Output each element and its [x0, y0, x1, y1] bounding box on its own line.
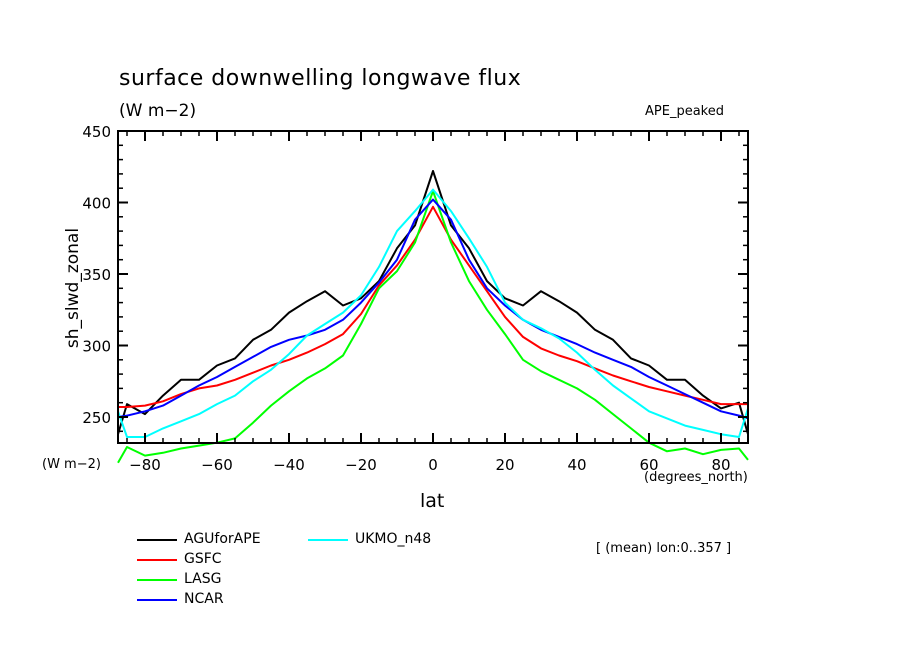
series-line-ncar — [117, 198, 749, 420]
series-line-aguforape — [117, 170, 749, 435]
chart-title: surface downwelling longwave flux — [119, 66, 522, 91]
x-tick-label: 0 — [428, 456, 438, 474]
x-tick-label: 80 — [711, 456, 730, 474]
y-tick-label: 450 — [82, 123, 111, 141]
y-tick-label: 400 — [82, 195, 111, 213]
x-tick-label: −80 — [129, 456, 161, 474]
series-line-ukmo-n48 — [117, 188, 749, 438]
series-line-lasg — [117, 190, 749, 464]
y-tick-label: 350 — [82, 266, 111, 284]
series-line-gsfc — [118, 205, 748, 408]
x-tick-label: −20 — [345, 456, 377, 474]
plot-frame — [117, 130, 749, 444]
legend-label: AGUforAPE — [184, 531, 261, 547]
x-tick-label: 60 — [639, 456, 658, 474]
legend-label: UKMO_n48 — [355, 531, 432, 547]
legend-swatch — [137, 579, 177, 581]
dataset-label: APE_peaked — [645, 104, 724, 119]
legend-swatch — [137, 599, 177, 601]
legend-swatch — [137, 559, 177, 561]
legend-label: GSFC — [184, 551, 222, 567]
chart-units: (W m−2) — [119, 101, 197, 121]
x-tick-label: 40 — [567, 456, 586, 474]
y-tick-label: 250 — [82, 409, 111, 427]
legend-label: NCAR — [184, 591, 224, 607]
averaging-note: [ (mean) lon:0..357 ] — [596, 541, 732, 556]
x-tick-label: −60 — [201, 456, 233, 474]
x-axis-units: (degrees_north) — [644, 470, 748, 485]
legend-swatch — [137, 539, 177, 541]
legend-label: LASG — [184, 571, 222, 587]
y-tick-label: 300 — [82, 338, 111, 356]
y-axis-units: (W m−2) — [42, 457, 101, 472]
x-axis-label: lat — [420, 490, 445, 512]
x-tick-label: −40 — [273, 456, 305, 474]
x-tick-label: 20 — [495, 456, 514, 474]
legend-swatch — [308, 539, 348, 541]
